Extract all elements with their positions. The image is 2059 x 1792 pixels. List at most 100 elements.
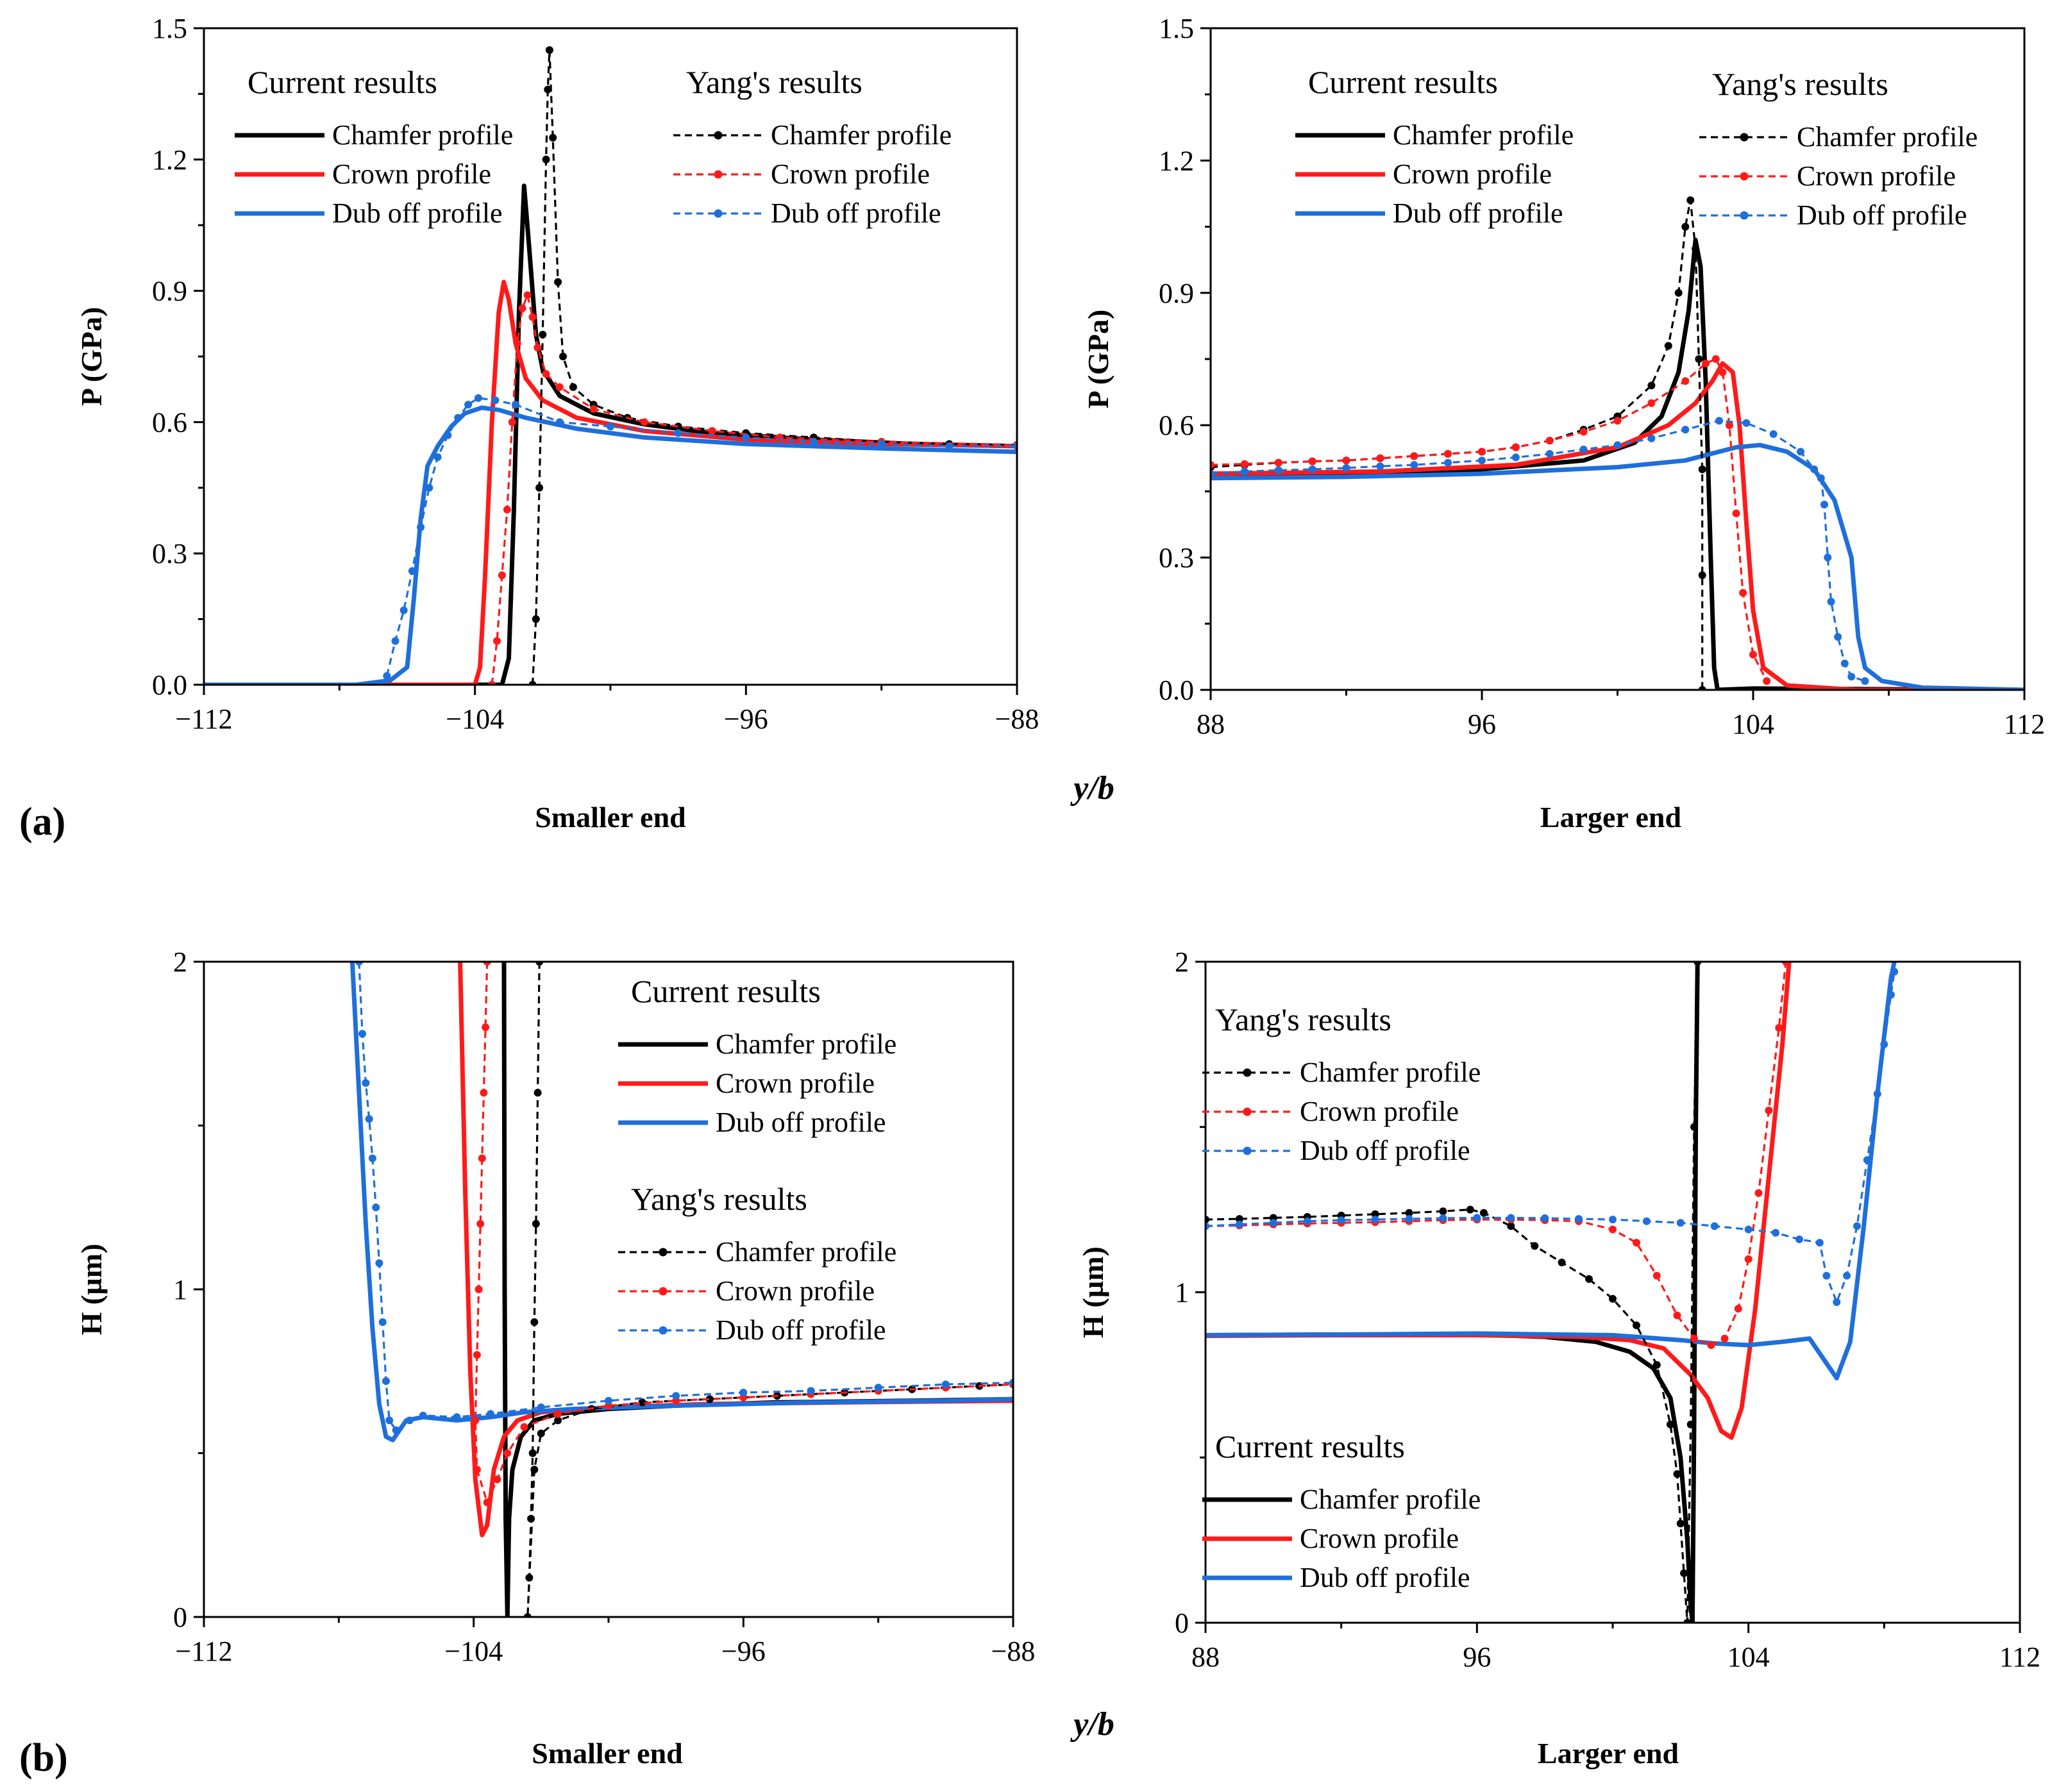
marker-yang-chamfer: [638, 1398, 646, 1407]
y-tick-label: 0.9: [152, 276, 187, 307]
legend-entry: Crown profile: [1300, 1523, 1459, 1554]
marker-yang-chamfer: [1695, 355, 1703, 363]
marker-yang-chamfer: [1667, 1420, 1674, 1428]
marker-yang-chamfer: [532, 1219, 540, 1228]
x-tick-label: −104: [446, 703, 504, 735]
marker-yang-dub: [1642, 1217, 1651, 1225]
marker-yang-chamfer: [530, 1318, 539, 1327]
marker-yang-chamfer: [528, 1449, 537, 1457]
marker-yang-dub: [810, 438, 818, 446]
marker-yang-chamfer: [1371, 1210, 1379, 1218]
series-yang-dub: [1211, 419, 1865, 682]
legend-title: Yang's results: [631, 1181, 807, 1217]
legend-title: Yang's results: [1712, 66, 1888, 102]
marker-yang-dub: [383, 672, 391, 680]
marker-yang-chamfer: [534, 1089, 542, 1097]
legend-entry: Chamfer profile: [332, 119, 513, 151]
legend-current: Current results Chamfer profile Crown prof…: [1202, 1428, 1481, 1593]
marker-yang-crown: [508, 418, 516, 426]
legend-title: Yang's results: [1215, 1001, 1391, 1037]
marker-yang-dub: [375, 1259, 383, 1268]
marker-yang-dub: [1511, 453, 1520, 462]
legend-entry: Chamfer profile: [716, 1236, 896, 1268]
marker-yang-crown: [480, 1089, 488, 1097]
marker-yang-dub: [419, 1411, 427, 1419]
marker-yang-crown: [1690, 1334, 1698, 1343]
marker-yang-dub: [1235, 1220, 1243, 1228]
marker-yang-dub: [945, 442, 954, 450]
marker-yang-crown: [1652, 1271, 1661, 1280]
marker-yang-dub: [365, 1115, 373, 1123]
marker-yang-crown: [503, 1449, 512, 1457]
marker-yang-dub: [1769, 430, 1777, 438]
legend-marker: [659, 1248, 668, 1257]
marker-yang-dub: [1797, 448, 1804, 456]
marker-yang-crown: [1711, 355, 1720, 363]
marker-yang-crown: [1673, 1311, 1681, 1319]
marker-yang-chamfer: [1690, 1123, 1698, 1131]
marker-yang-dub: [1545, 449, 1554, 458]
marker-yang-crown: [471, 1416, 480, 1425]
marker-yang-dub: [605, 1396, 612, 1405]
marker-yang-dub: [1840, 659, 1849, 667]
y-tick-label: 0.3: [1159, 542, 1194, 574]
marker-yang-dub: [1507, 1214, 1515, 1222]
marker-yang-crown: [534, 344, 542, 352]
legend-marker: [1243, 1068, 1252, 1077]
marker-yang-chamfer: [1466, 1205, 1474, 1214]
marker-yang-chamfer: [1235, 1215, 1243, 1223]
marker-yang-dub: [1710, 1222, 1719, 1230]
marker-yang-crown: [475, 1285, 483, 1293]
marker-yang-dub: [1613, 441, 1622, 449]
legend-marker: [1740, 172, 1749, 181]
marker-yang-crown: [640, 418, 648, 426]
legend-entry: Crown profile: [771, 158, 930, 190]
marker-yang-dub: [555, 418, 564, 426]
marker-yang-crown: [1376, 454, 1384, 462]
chart-film-thickness-smaller-end: −112 −104 −96 −88 0 1 2 H (µm) Current results Ch…: [75, 946, 1035, 1667]
marker-yang-crown: [1702, 359, 1710, 367]
marker-yang-dub: [1861, 677, 1869, 685]
marker-yang-crown: [482, 1023, 490, 1032]
legend-entry: Crown profile: [332, 158, 491, 190]
marker-yang-crown: [1775, 1024, 1783, 1032]
marker-yang-chamfer: [1674, 289, 1683, 297]
marker-yang-dub: [405, 1416, 414, 1425]
legend-entry: Dub off profile: [332, 197, 503, 229]
chart-pressure-smaller-end: −112 −104 −96 −88 0.0 0.3 0.6 0.9 1.2 1.5 P (GPa) C…: [75, 13, 1039, 735]
marker-yang-chamfer: [537, 1429, 545, 1437]
x-tick-label: −96: [721, 1636, 766, 1667]
marker-yang-chamfer: [1692, 245, 1700, 253]
marker-yang-dub: [362, 1079, 370, 1087]
panel-label-a: (a): [19, 800, 65, 844]
legend-entry: Dub off profile: [716, 1107, 886, 1138]
y-tick-label: 0: [173, 1602, 187, 1633]
y-axis-label: P (GPa): [75, 307, 108, 406]
marker-yang-dub: [1473, 1214, 1481, 1222]
legend-yang: Yang's results Chamfer profile Crown profi…: [1699, 66, 1978, 231]
subtitle-b-right: Larger end: [1538, 1737, 1679, 1770]
legend-marker: [714, 209, 723, 218]
marker-yang-chamfer: [549, 133, 557, 142]
legend-entry: Chamfer profile: [1797, 121, 1978, 153]
y-tick-label: 1: [173, 1274, 187, 1305]
marker-yang-chamfer: [1664, 342, 1672, 350]
x-tick-label: 88: [1191, 1641, 1220, 1673]
y-tick-label: 1.2: [1159, 145, 1194, 176]
marker-yang-dub: [487, 1410, 494, 1418]
marker-yang-crown: [1240, 460, 1248, 468]
legend-marker: [714, 170, 723, 179]
y-tick-label: 0.0: [152, 669, 187, 701]
legend-current: Current results Chamfer profile Crown prof…: [235, 64, 513, 229]
legend-yang: Yang's results Chamfer profile Crown profi…: [673, 64, 952, 229]
marker-yang-chamfer: [1698, 571, 1706, 580]
y-axis-label: H (µm): [1077, 1246, 1109, 1338]
marker-yang-dub: [1834, 633, 1842, 641]
marker-yang-crown: [1726, 421, 1733, 430]
marker-yang-chamfer: [705, 1395, 714, 1403]
marker-yang-crown: [1342, 456, 1350, 465]
marker-yang-chamfer: [1609, 1294, 1617, 1303]
marker-yang-crown: [1707, 1341, 1715, 1349]
marker-yang-dub: [392, 1426, 400, 1434]
panel-label-b: (b): [19, 1736, 68, 1780]
